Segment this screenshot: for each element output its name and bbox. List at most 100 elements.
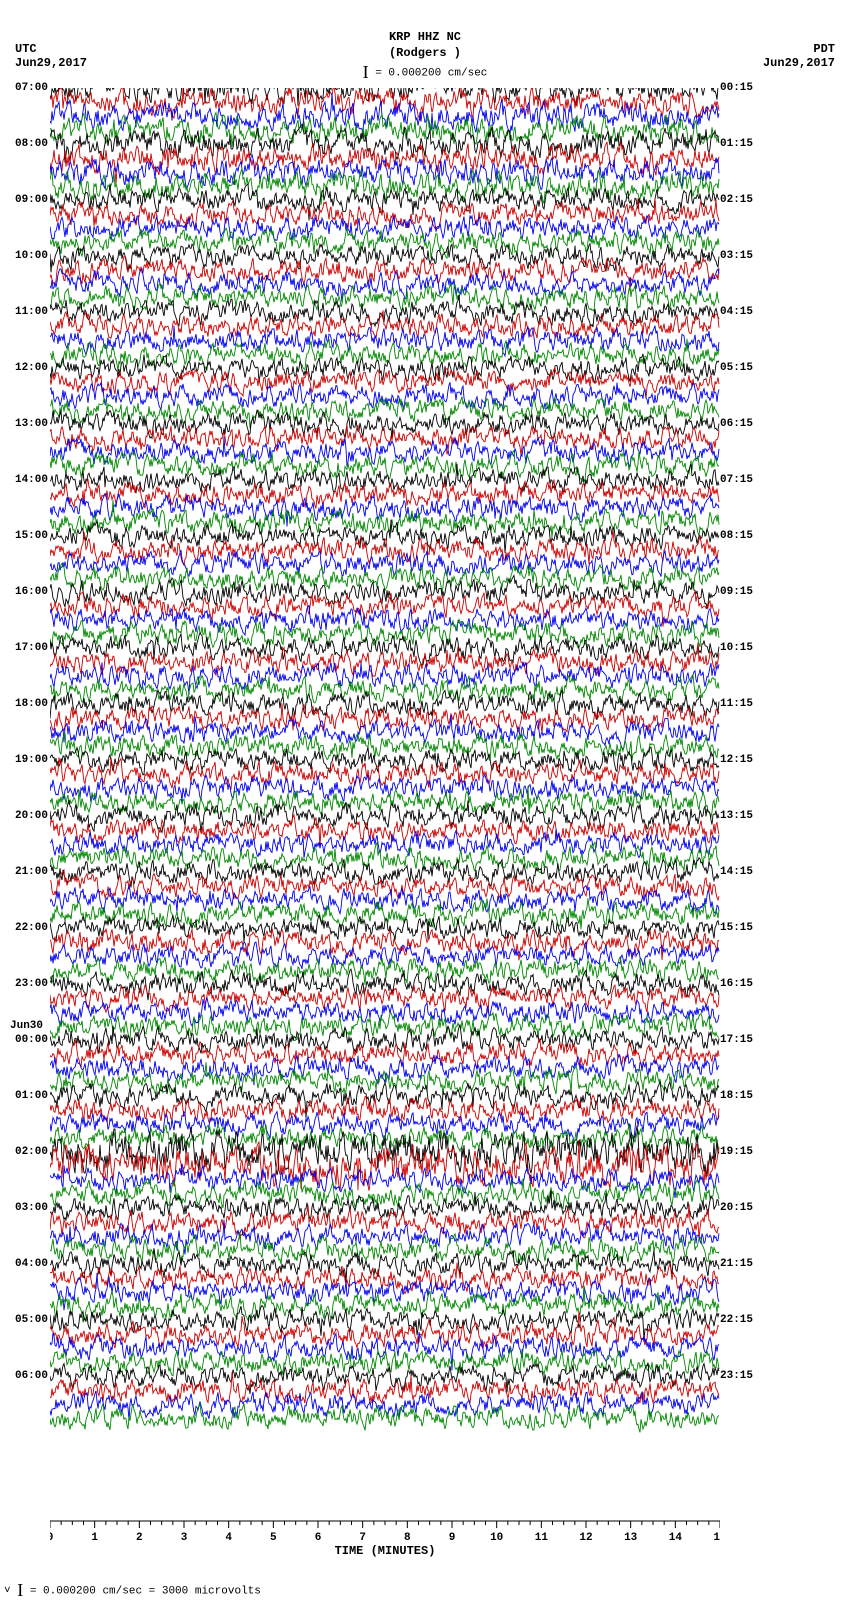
right-hour-label: 12:15 <box>720 754 753 766</box>
left-hour-label: 12:00 <box>15 362 48 374</box>
right-hour-label: 20:15 <box>720 1202 753 1214</box>
right-hour-label: 21:15 <box>720 1258 753 1270</box>
x-tick-label: 6 <box>315 1532 322 1544</box>
scale-mark-icon: I <box>363 62 369 83</box>
seismic-trace <box>50 368 719 398</box>
right-hour-label: 14:15 <box>720 866 753 878</box>
left-hour-label: 14:00 <box>15 474 48 486</box>
scale-header: I = 0.000200 cm/sec <box>0 62 850 83</box>
scale-value: = 0.000200 cm/sec <box>375 67 487 79</box>
left-hour-label: 04:00 <box>15 1258 48 1270</box>
x-tick-label: 9 <box>449 1532 456 1544</box>
seismic-trace <box>50 675 719 704</box>
seismic-trace <box>50 397 719 429</box>
right-hour-label: 13:15 <box>720 810 753 822</box>
left-hour-label: 23:00 <box>15 978 48 990</box>
left-hour-label: 11:00 <box>15 306 48 318</box>
left-hour-label: 07:00 <box>15 82 48 94</box>
seismic-trace <box>50 326 719 356</box>
seismic-trace <box>50 690 719 720</box>
right-date: Jun29,2017 <box>763 56 835 70</box>
right-hour-label: 10:15 <box>720 642 753 654</box>
seismic-trace <box>50 1039 719 1068</box>
left-date: Jun29,2017 <box>15 56 87 70</box>
right-hour-label: 06:15 <box>720 418 753 430</box>
seismic-trace <box>50 382 719 410</box>
x-axis-ticks: 0123456789101112131415 <box>50 1520 720 1544</box>
right-hour-label: 16:15 <box>720 978 753 990</box>
chart-title: KRP HHZ NC <box>0 30 850 44</box>
left-hour-label: 03:00 <box>15 1202 48 1214</box>
x-tick-label: 14 <box>669 1532 683 1544</box>
left-hour-label: 19:00 <box>15 754 48 766</box>
right-hour-label: 02:15 <box>720 194 753 206</box>
right-hour-label: 15:15 <box>720 922 753 934</box>
x-tick-label: 3 <box>181 1532 188 1544</box>
left-hour-label: 00:00 <box>15 1034 48 1046</box>
seismic-trace <box>50 550 719 577</box>
x-tick-label: 5 <box>270 1532 277 1544</box>
right-hour-label: 09:15 <box>720 586 753 598</box>
seismic-trace <box>50 1095 719 1124</box>
helicorder-plot <box>50 88 720 1518</box>
x-tick-label: 1 <box>91 1532 98 1544</box>
right-hour-label: 18:15 <box>720 1090 753 1102</box>
right-hour-label: 22:15 <box>720 1314 753 1326</box>
right-time-labels: 00:1501:1502:1503:1504:1505:1506:1507:15… <box>720 88 760 1518</box>
helicorder-svg <box>50 88 720 1518</box>
left-timezone: UTC <box>15 42 37 56</box>
x-axis: 0123456789101112131415 TIME (MINUTES) <box>50 1520 720 1570</box>
x-tick-label: 10 <box>490 1532 503 1544</box>
left-hour-label: 21:00 <box>15 866 48 878</box>
seismic-trace <box>50 1025 719 1054</box>
left-hour-label: 08:00 <box>15 138 48 150</box>
left-hour-label: 09:00 <box>15 194 48 206</box>
seismic-trace <box>50 295 719 327</box>
left-hour-label: 05:00 <box>15 1314 48 1326</box>
seismic-trace <box>50 480 719 509</box>
left-hour-label: 22:00 <box>15 922 48 934</box>
seismic-trace <box>50 928 719 960</box>
footer-scale-text: = 0.000200 cm/sec = 3000 microvolts <box>30 1585 261 1597</box>
left-time-labels: 07:0008:0009:0010:0011:0012:0013:0014:00… <box>10 88 48 1518</box>
right-hour-label: 03:15 <box>720 250 753 262</box>
seismic-trace <box>50 1232 719 1272</box>
right-hour-label: 05:15 <box>720 362 753 374</box>
seismic-trace <box>50 1363 719 1394</box>
x-tick-label: 13 <box>624 1532 638 1544</box>
seismic-trace <box>50 1311 719 1349</box>
right-timezone: PDT <box>813 42 835 56</box>
right-hour-label: 01:15 <box>720 138 753 150</box>
footer-scale: ˅ I = 0.000200 cm/sec = 3000 microvolts <box>4 1580 261 1601</box>
x-tick-label: 0 <box>50 1532 53 1544</box>
right-hour-label: 04:15 <box>720 306 753 318</box>
right-hour-label: 23:15 <box>720 1370 753 1382</box>
left-hour-label: 20:00 <box>15 810 48 822</box>
left-hour-label: 16:00 <box>15 586 48 598</box>
x-tick-label: 11 <box>535 1532 549 1544</box>
x-tick-label: 15 <box>713 1532 720 1544</box>
left-hour-label: 10:00 <box>15 250 48 262</box>
right-hour-label: 19:15 <box>720 1146 753 1158</box>
footer-scale-icon: ˅ <box>4 1585 11 1597</box>
right-hour-label: 11:15 <box>720 698 753 710</box>
day-break-label: Jun30 <box>10 1020 43 1032</box>
x-tick-label: 2 <box>136 1532 143 1544</box>
right-hour-label: 07:15 <box>720 474 753 486</box>
left-hour-label: 15:00 <box>15 530 48 542</box>
right-hour-label: 08:15 <box>720 530 753 542</box>
seismic-trace <box>50 606 719 635</box>
left-hour-label: 18:00 <box>15 698 48 710</box>
right-hour-label: 00:15 <box>720 82 753 94</box>
seismic-trace <box>50 228 719 258</box>
chart-subtitle: (Rodgers ) <box>0 46 850 60</box>
left-hour-label: 17:00 <box>15 642 48 654</box>
seismic-trace <box>50 858 719 888</box>
left-hour-label: 01:00 <box>15 1090 48 1102</box>
left-hour-label: 02:00 <box>15 1146 48 1158</box>
x-tick-label: 12 <box>579 1532 592 1544</box>
seismic-trace <box>50 410 719 440</box>
x-tick-label: 4 <box>225 1532 232 1544</box>
x-axis-label: TIME (MINUTES) <box>50 1544 720 1558</box>
x-tick-label: 8 <box>404 1532 411 1544</box>
